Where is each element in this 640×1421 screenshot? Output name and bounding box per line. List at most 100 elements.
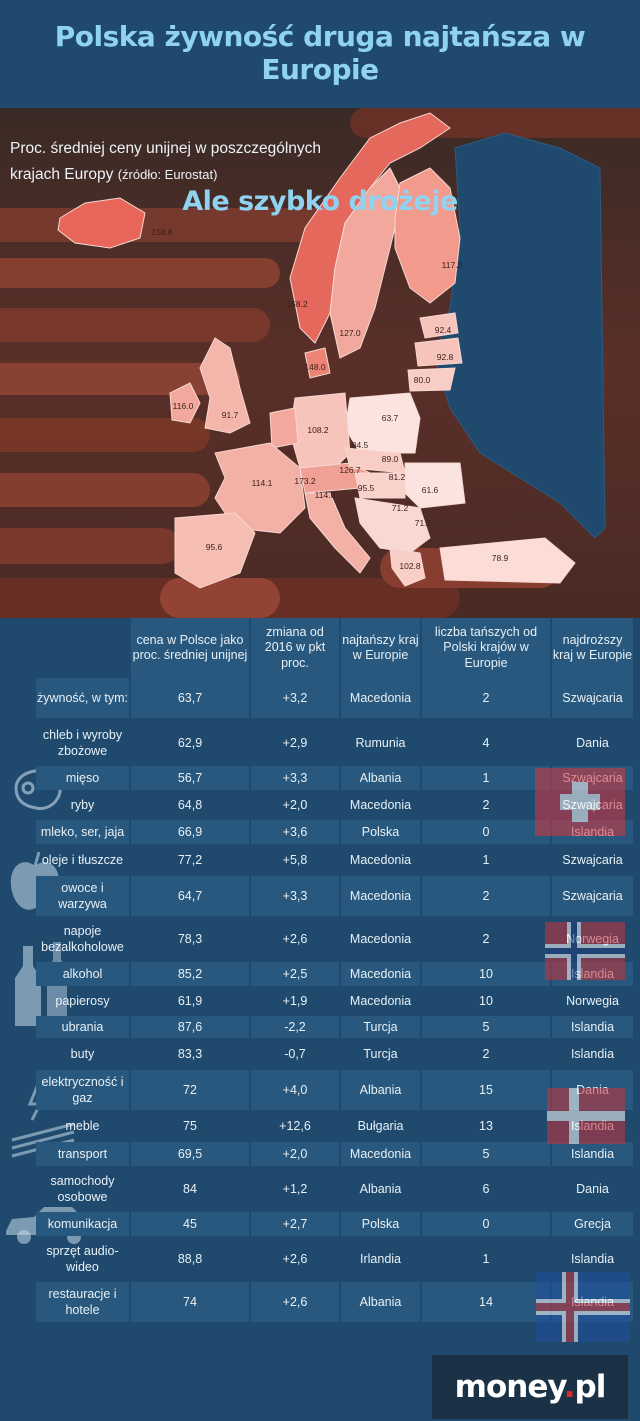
row-name: żywność, w tym: (36, 678, 129, 718)
page-title: Polska żywność druga najtańsza w Europie (54, 20, 586, 86)
uk (199, 337, 251, 434)
table-row: transport 69,5 +2,0 Macedonia 5 Islandia (36, 1142, 633, 1166)
map-value-label: 116.0 (173, 401, 194, 411)
money-pl-logo[interactable]: money.pl (432, 1355, 628, 1419)
row-name: owoce i warzywa (36, 876, 129, 916)
count-cell: 10 (479, 994, 493, 1008)
table-row: chleb i wyroby zbożowe 62,9 +2,9 Rumunia 4 Da… (36, 724, 633, 762)
cheapest-cell: Macedonia (341, 962, 420, 986)
count-cell: 5 (422, 1016, 550, 1038)
change-cell: +2,7 (251, 1212, 339, 1236)
ireland (169, 382, 201, 424)
row-name: sprzęt audio-wideo (46, 1244, 119, 1274)
map-value-label: 95.6 (206, 542, 223, 552)
logo-dot: . (563, 1369, 576, 1405)
cheapest-cell: Albania (359, 1182, 402, 1196)
cheapest-cell: Rumunia (355, 736, 406, 750)
map-value-label: 80.0 (414, 375, 431, 385)
count-cell: 1 (482, 1252, 490, 1266)
priciest-cell: Islandia (552, 1142, 633, 1166)
change-cell: +5,8 (282, 853, 308, 867)
change-cell: +3,6 (251, 820, 339, 844)
lithuania (407, 367, 456, 392)
row-name: meble (65, 1119, 100, 1133)
count-cell: 2 (482, 932, 490, 946)
cheapest-cell: Macedonia (349, 932, 412, 946)
row-name: alkohol (36, 962, 129, 986)
change-cell: -2,2 (251, 1016, 339, 1038)
change-cell: +1,9 (282, 994, 308, 1008)
count-cell: 13 (479, 1119, 493, 1133)
map-value-label: 126.7 (339, 465, 361, 475)
change-cell: +2,6 (282, 1252, 308, 1266)
row-name: buty (70, 1047, 95, 1061)
price-cell: 88,8 (177, 1252, 203, 1266)
turkey (439, 537, 576, 584)
cheapest-cell: Macedonia (341, 678, 420, 718)
row-name: mleko, ser, jaja (36, 820, 129, 844)
map-value-label: 81.2 (389, 472, 406, 482)
price-cell: 64,8 (177, 798, 203, 812)
map-value-label: 92.4 (435, 325, 452, 335)
price-cell: 64,7 (131, 876, 249, 916)
denmark-flag (547, 1088, 625, 1144)
iceland (57, 197, 146, 249)
count-cell: 0 (422, 1212, 550, 1236)
norway-flag (545, 922, 625, 980)
hungary (354, 472, 406, 499)
cheapest-cell: Polska (341, 820, 420, 844)
count-cell: 15 (422, 1070, 550, 1110)
change-cell: +1,2 (282, 1182, 308, 1196)
map-description: Proc. średniej ceny unijnej w poszczegól… (10, 136, 370, 188)
count-cell: 5 (422, 1142, 550, 1166)
row-name: komunikacja (36, 1212, 129, 1236)
cheapest-cell: Macedonia (349, 798, 412, 812)
cheapest-cell: Polska (341, 1212, 420, 1236)
source-text: (źródło: Eurostat) (117, 167, 218, 182)
estonia (419, 312, 459, 339)
change-cell: +3,3 (251, 766, 339, 790)
map-value-label: 89.0 (382, 454, 399, 464)
count-cell: 1 (422, 766, 550, 790)
price-cell: 85,2 (131, 962, 249, 986)
logo-word: money (454, 1369, 565, 1405)
header: Polska żywność druga najtańsza w Europie (0, 0, 640, 110)
map-value-label: 117.2 (442, 260, 463, 270)
table-row: oleje i tłuszcze 77,2 +5,8 Macedonia 1 Szwajc… (36, 848, 633, 872)
table-row: samochody osobowe 84 +1,2 Albania 6 Dania (36, 1170, 633, 1208)
count-cell: 1 (482, 853, 490, 867)
map-value-label: 108.2 (307, 425, 329, 435)
priciest-cell: Islandia (552, 1016, 633, 1038)
change-cell: +2,5 (251, 962, 339, 986)
price-cell: 61,9 (177, 994, 203, 1008)
price-cell: 74 (131, 1282, 249, 1322)
priciest-cell: Norwegia (566, 994, 619, 1008)
cheapest-cell: Macedonia (341, 876, 420, 916)
map-description-text: Proc. średniej ceny unijnej w poszczegól… (10, 140, 322, 183)
price-cell: 78,3 (177, 932, 203, 946)
price-cell: 75 (183, 1119, 197, 1133)
count-cell: 6 (482, 1182, 490, 1196)
priciest-cell: Szwajcaria (552, 678, 633, 718)
price-cell: 63,7 (131, 678, 249, 718)
map-value-label: 71.7 (415, 518, 432, 528)
page-subtitle: Ale szybko drożeje (182, 186, 458, 217)
priciest-cell: Grecja (552, 1212, 633, 1236)
change-cell: +2,6 (251, 1282, 339, 1322)
table-row: buty 83,3 -0,7 Turcja 2 Islandia (36, 1042, 633, 1066)
row-name: elektryczność i gaz (36, 1070, 129, 1110)
map-value-label: 158.8 (151, 227, 173, 237)
row-name: papierosy (55, 994, 110, 1008)
map-value-label: 91.7 (222, 410, 239, 420)
map-value-label: 78.9 (492, 553, 509, 563)
denmark (304, 347, 331, 379)
logo-text: money.pl (454, 1369, 607, 1405)
count-cell: 2 (422, 876, 550, 916)
map-value-label: 84.5 (352, 440, 369, 450)
count-cell: 14 (422, 1282, 550, 1322)
map-value-label: 102.8 (399, 561, 421, 571)
column-header-priciest: najdroższy kraj w Europie (552, 618, 633, 678)
count-cell: 0 (422, 820, 550, 844)
